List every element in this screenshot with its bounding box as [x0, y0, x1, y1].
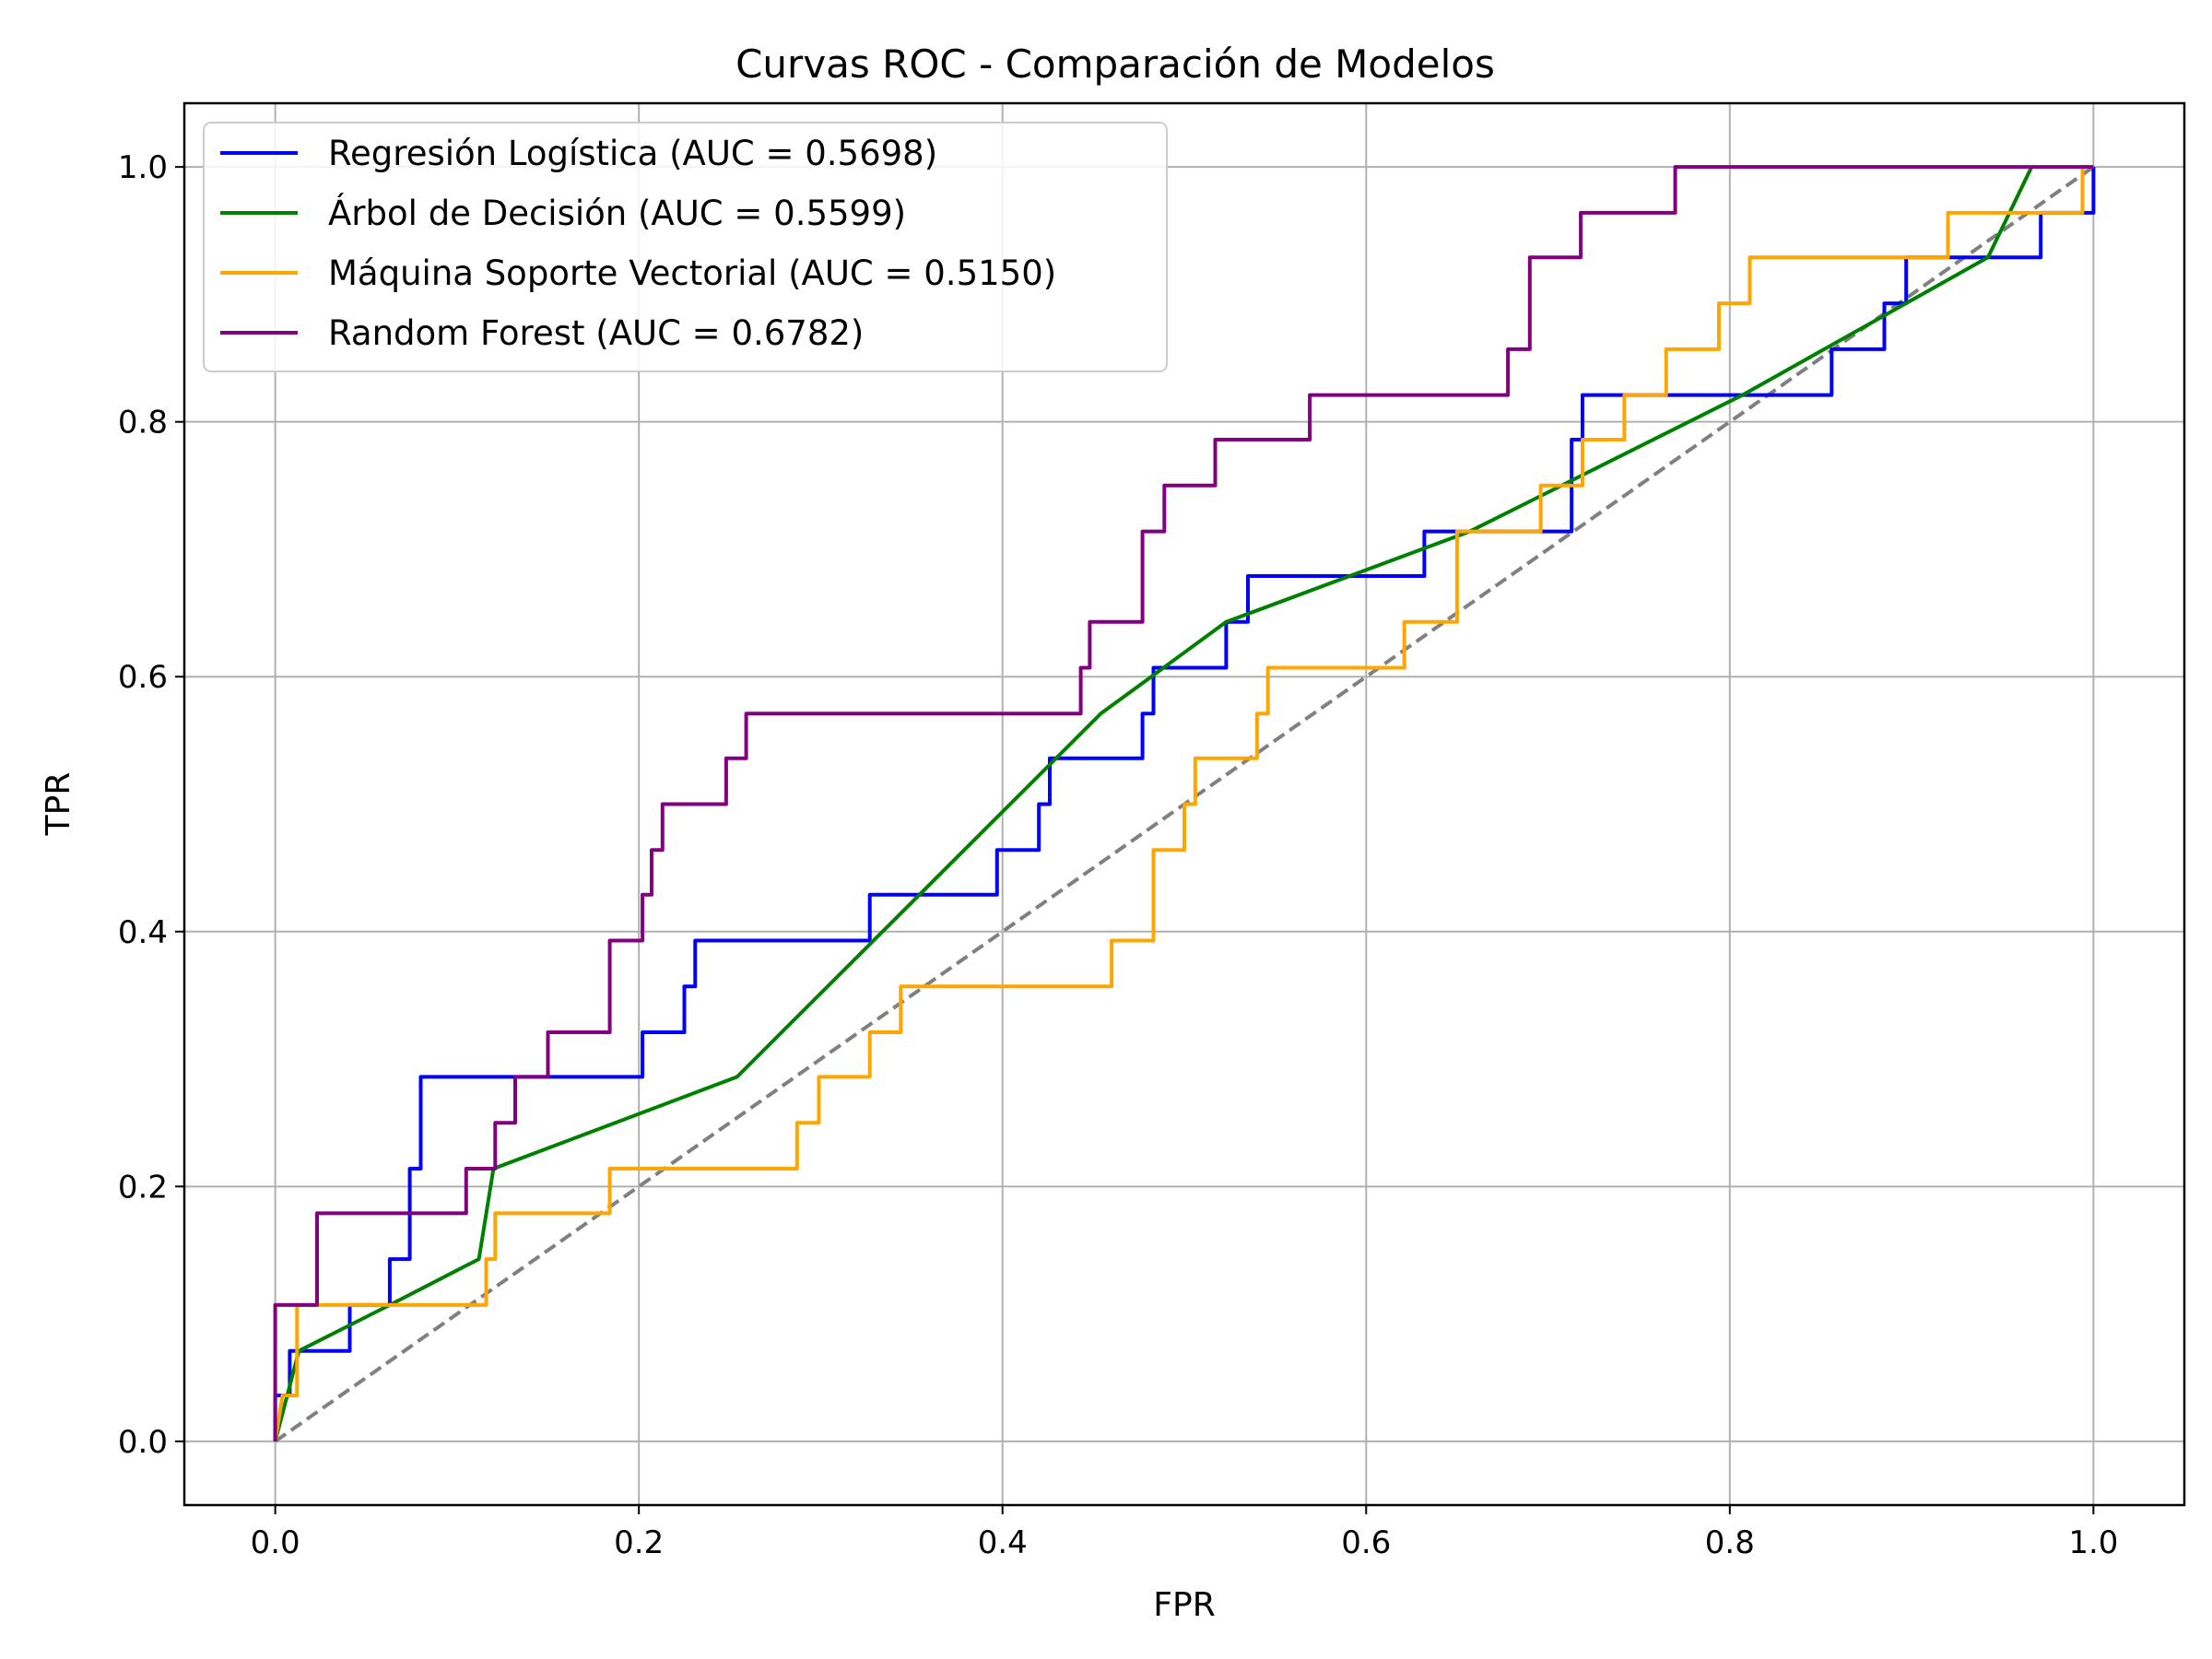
series-line-0	[273, 167, 2096, 1441]
legend-label: Regresión Logística (AUC = 0.5698)	[328, 134, 937, 173]
x-tick-label: 0.6	[1341, 1524, 1391, 1561]
legend: Regresión Logística (AUC = 0.5698) Árbol …	[203, 122, 1168, 372]
series-line-2	[273, 165, 2094, 1442]
y-tick-label: 0.4	[118, 914, 168, 951]
x-tick-label: 0.4	[978, 1524, 1028, 1561]
x-tick-label: 0.0	[251, 1524, 300, 1561]
y-tick-label: 0.6	[118, 659, 168, 696]
y-axis-label: TPR	[40, 772, 77, 837]
x-tick-label: 0.2	[614, 1524, 664, 1561]
y-tick-label: 0.8	[118, 405, 168, 441]
plot-frame	[182, 101, 2186, 1507]
y-tick-label: 1.0	[118, 149, 168, 186]
legend-box	[203, 122, 1168, 372]
legend-label: Árbol de Decisión (AUC = 0.5599)	[328, 193, 906, 233]
x-axis-label: FPR	[1153, 1586, 1215, 1624]
y-tick-label: 0.0	[118, 1424, 168, 1461]
series-line-1	[273, 166, 2034, 1442]
x-tick-label: 0.8	[1705, 1524, 1755, 1561]
legend-label: Máquina Soporte Vectorial (AUC = 0.5150)	[328, 253, 1056, 293]
x-tick-label: 1.0	[2068, 1524, 2118, 1561]
axis-ticks: 0.0 0.2 0.4 0.6 0.8 1.0 0.0 0.2 0.4 0.6 0.8 1.0	[118, 149, 2118, 1561]
plot-series	[273, 165, 2096, 1443]
series-line-3	[273, 165, 2094, 1441]
legend-label: Random Forest (AUC = 0.6782)	[328, 313, 864, 353]
chart-title: Curvas ROC - Comparación de Modelos	[735, 41, 1495, 87]
y-tick-label: 0.2	[118, 1169, 168, 1206]
